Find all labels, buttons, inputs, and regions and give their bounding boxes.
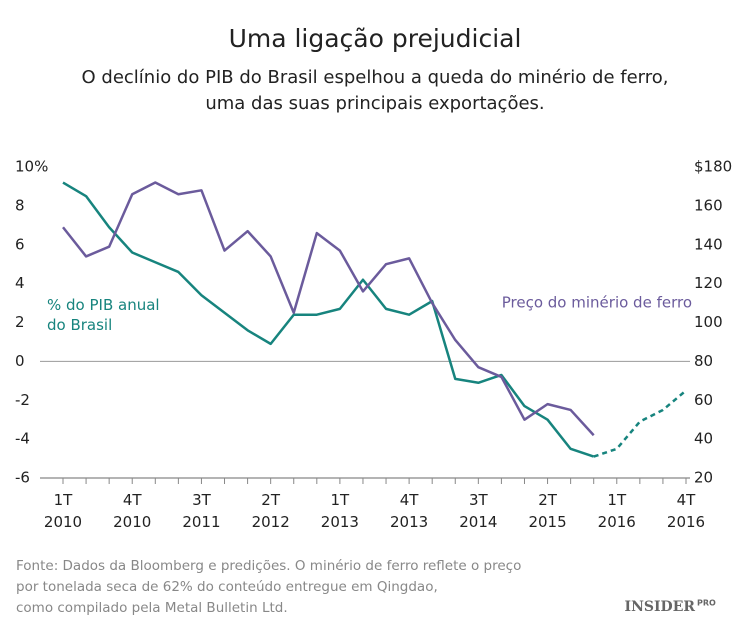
y-tick-label: 10% (15, 158, 48, 176)
logo: INSIDER (625, 599, 696, 615)
x-tick-label: 3T 2011 (182, 491, 220, 531)
series-line (593, 389, 687, 458)
series-label: % do PIB anual do Brasil (47, 296, 160, 334)
y-tick-label: -6 (15, 469, 30, 487)
y2-tick-label: 80 (694, 352, 713, 370)
logo-sub: PRO (697, 599, 716, 608)
y2-tick-label: 20 (694, 469, 713, 487)
y2-tick-label: 120 (694, 274, 723, 292)
source-note: como compilado pela Metal Bulletin Ltd. (16, 600, 288, 616)
source-note: por tonelada seca de 62% do conteúdo ent… (16, 579, 438, 595)
x-tick-label: 3T 2014 (459, 491, 497, 531)
x-tick-label: 4T 2013 (390, 491, 428, 531)
series-label: Preço do minério de ferro (502, 294, 692, 312)
series-line (62, 181, 595, 437)
y2-tick-label: 100 (694, 313, 723, 331)
y-tick-label: -2 (15, 391, 30, 409)
y-tick-label: 8 (15, 196, 25, 214)
source-note: Fonte: Dados da Bloomberg e predições. O… (16, 558, 521, 574)
y-tick-label: 2 (15, 313, 25, 331)
x-tick-label: 2T 2012 (252, 491, 290, 531)
x-tick-label: 1T 2016 (598, 491, 636, 531)
chart-subtitle: uma das suas principais exportações. (205, 93, 544, 114)
x-tick-label: 4T 2016 (667, 491, 705, 531)
y2-tick-label: 160 (694, 196, 723, 214)
y2-tick-label: $180 (694, 158, 732, 176)
chart-title: Uma ligação prejudicial (229, 24, 522, 53)
x-tick-label: 1T 2013 (321, 491, 359, 531)
y-tick-label: -4 (15, 430, 30, 448)
y2-tick-label: 40 (694, 430, 713, 448)
chart-subtitle: O declínio do PIB do Brasil espelhou a q… (82, 67, 669, 88)
x-tick-label: 2T 2015 (528, 491, 566, 531)
y-tick-label: 0 (15, 352, 25, 370)
y2-tick-label: 140 (694, 235, 723, 253)
y-tick-label: 4 (15, 274, 25, 292)
series-line (62, 181, 595, 458)
x-tick-label: 4T 2010 (113, 491, 151, 531)
y-tick-label: 6 (15, 235, 25, 253)
x-tick-label: 1T 2010 (44, 491, 82, 531)
y2-tick-label: 60 (694, 391, 713, 409)
